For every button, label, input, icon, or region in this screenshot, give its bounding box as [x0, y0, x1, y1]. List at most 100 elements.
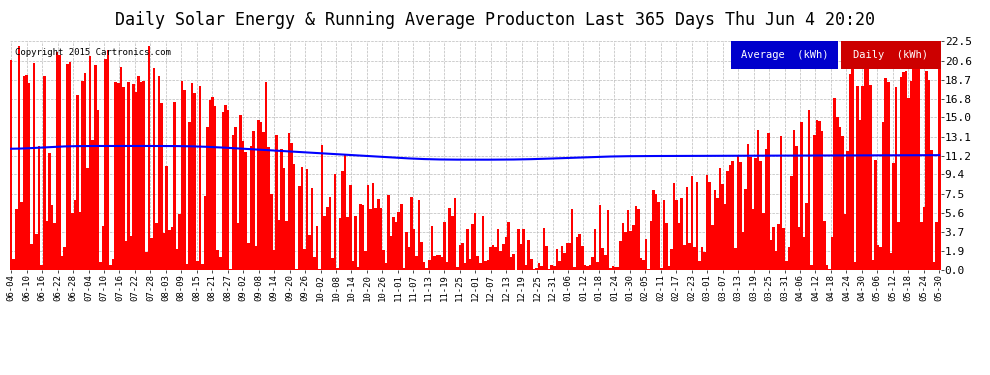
- Bar: [186, 264, 188, 270]
- Bar: [507, 222, 510, 270]
- Bar: [576, 237, 578, 270]
- Bar: [759, 161, 762, 270]
- Bar: [882, 123, 884, 270]
- Bar: [428, 260, 431, 270]
- Bar: [920, 222, 923, 270]
- Bar: [326, 207, 329, 270]
- Bar: [821, 130, 824, 270]
- Bar: [204, 196, 206, 270]
- Bar: [227, 110, 229, 270]
- Bar: [550, 265, 553, 270]
- Bar: [678, 223, 680, 270]
- Bar: [609, 268, 612, 270]
- Bar: [265, 82, 267, 270]
- Bar: [249, 146, 252, 270]
- Bar: [41, 266, 43, 270]
- Bar: [359, 204, 361, 270]
- Bar: [316, 226, 319, 270]
- Bar: [397, 212, 400, 270]
- Bar: [724, 204, 727, 270]
- Bar: [421, 242, 423, 270]
- Bar: [586, 266, 589, 270]
- Bar: [222, 112, 224, 270]
- Bar: [530, 259, 533, 270]
- Bar: [426, 268, 428, 270]
- Bar: [662, 200, 665, 270]
- Bar: [434, 256, 436, 270]
- Bar: [512, 254, 515, 270]
- Bar: [298, 186, 301, 270]
- Bar: [866, 68, 869, 270]
- Bar: [762, 213, 764, 270]
- Bar: [523, 228, 525, 270]
- Bar: [918, 63, 920, 270]
- Bar: [649, 222, 652, 270]
- Bar: [73, 200, 76, 270]
- Bar: [369, 210, 372, 270]
- Bar: [285, 221, 288, 270]
- Bar: [698, 261, 701, 270]
- Bar: [13, 259, 15, 270]
- Bar: [861, 86, 864, 270]
- Bar: [413, 228, 415, 270]
- Bar: [214, 106, 217, 270]
- Bar: [306, 170, 308, 270]
- Bar: [864, 69, 866, 270]
- Bar: [321, 145, 324, 270]
- Text: Average  (kWh): Average (kWh): [741, 50, 829, 60]
- Bar: [856, 87, 859, 270]
- Bar: [356, 267, 359, 270]
- Bar: [431, 226, 434, 270]
- Bar: [740, 162, 742, 270]
- Bar: [81, 81, 84, 270]
- Bar: [757, 130, 759, 270]
- Bar: [905, 70, 908, 270]
- Bar: [240, 116, 242, 270]
- Bar: [714, 190, 716, 270]
- Bar: [573, 267, 576, 270]
- Bar: [706, 175, 709, 270]
- Bar: [219, 257, 222, 270]
- Bar: [673, 183, 675, 270]
- Bar: [290, 143, 293, 270]
- Bar: [887, 82, 889, 270]
- Bar: [115, 82, 117, 270]
- Bar: [538, 263, 541, 270]
- Bar: [787, 247, 790, 270]
- Bar: [191, 83, 193, 270]
- Bar: [505, 237, 507, 270]
- Bar: [400, 204, 403, 270]
- Bar: [193, 93, 196, 270]
- Bar: [319, 268, 321, 270]
- Bar: [910, 81, 913, 270]
- Bar: [826, 265, 829, 270]
- Bar: [31, 244, 33, 270]
- Bar: [640, 258, 643, 270]
- Bar: [711, 225, 714, 270]
- Text: Daily Solar Energy & Running Average Producton Last 365 Days Thu Jun 4 20:20: Daily Solar Energy & Running Average Pro…: [115, 11, 875, 29]
- Bar: [517, 229, 520, 270]
- Bar: [224, 105, 227, 270]
- Bar: [324, 216, 326, 270]
- Bar: [49, 153, 50, 270]
- Bar: [392, 217, 395, 270]
- Bar: [874, 159, 877, 270]
- Bar: [563, 253, 565, 270]
- Bar: [915, 60, 918, 270]
- Bar: [252, 131, 254, 270]
- Bar: [931, 150, 933, 270]
- Bar: [848, 74, 851, 270]
- Bar: [259, 122, 262, 270]
- Bar: [497, 229, 499, 270]
- Bar: [680, 198, 683, 270]
- Bar: [209, 100, 211, 270]
- Bar: [795, 146, 798, 270]
- Bar: [596, 262, 599, 270]
- Bar: [737, 155, 740, 270]
- Bar: [61, 256, 63, 270]
- Bar: [719, 168, 722, 270]
- Bar: [267, 147, 270, 270]
- Bar: [50, 205, 53, 270]
- Bar: [229, 269, 232, 270]
- Bar: [196, 261, 199, 270]
